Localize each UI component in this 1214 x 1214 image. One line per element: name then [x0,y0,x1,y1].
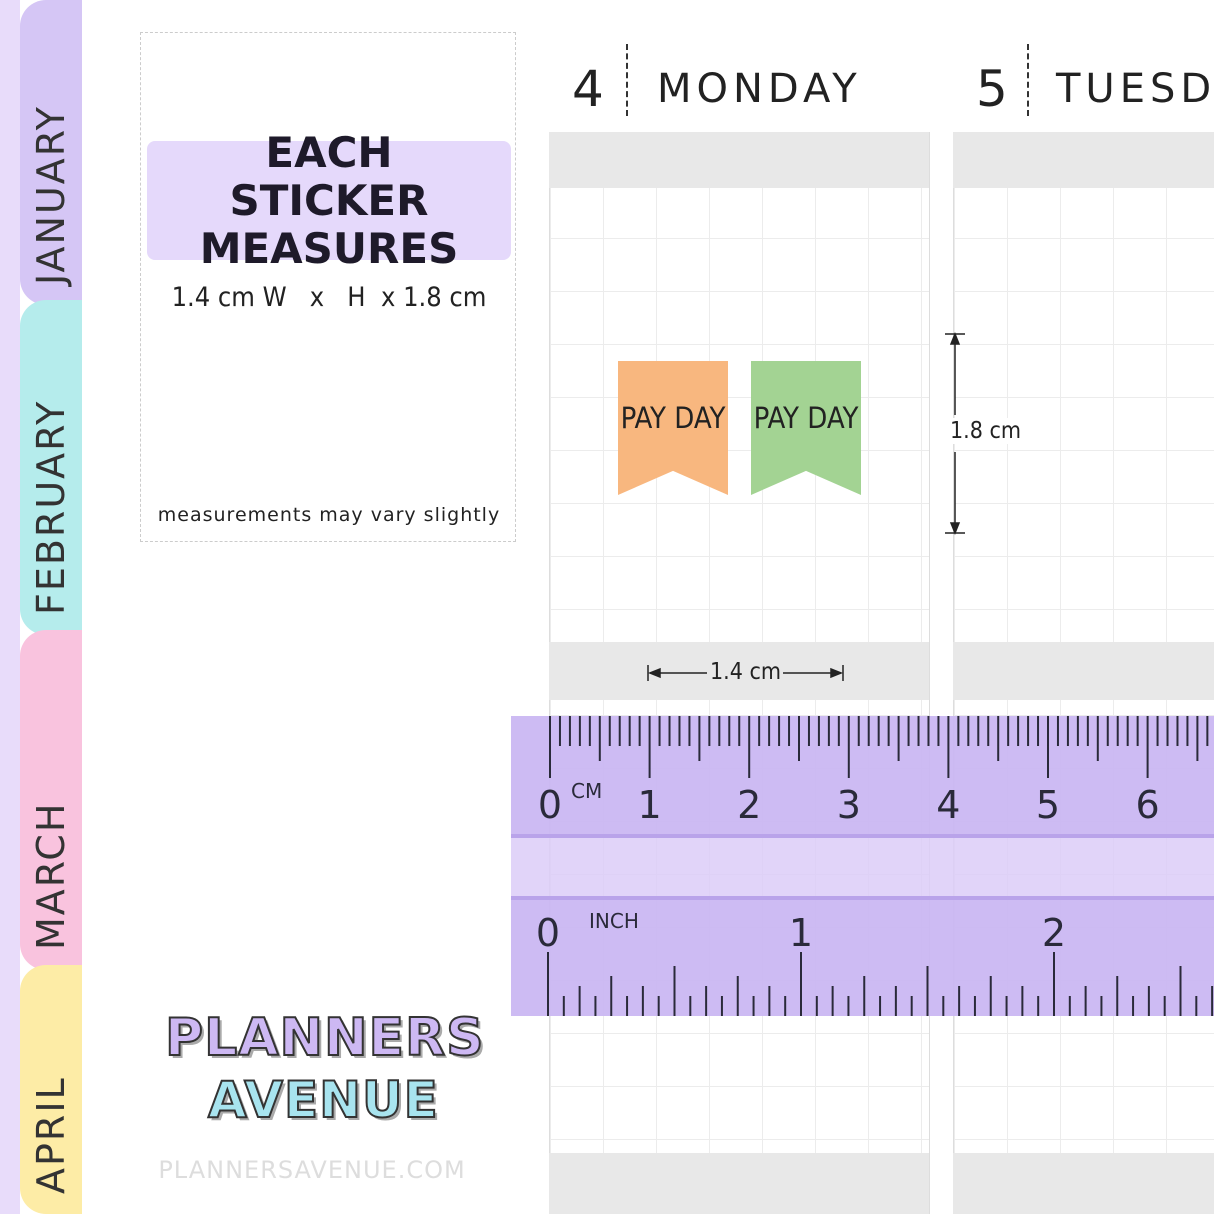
cm-label: 0 [538,783,562,827]
band [953,642,1214,700]
inch-unit: INCH [589,909,639,933]
band [953,1153,1214,1214]
logo-line: PLANNERS [164,1008,485,1068]
info-box [140,32,516,542]
inch-label: 2 [1042,911,1066,955]
cm-unit: CM [571,779,602,803]
day-number: 5 [976,60,1008,118]
header-band [953,132,1214,188]
cm-label: 6 [1136,783,1160,827]
day-name: MONDAY [657,66,862,112]
cm-label: 4 [936,783,960,827]
info-size: 1.4 cm W x H x 1.8 cm [171,282,487,313]
tab: MARCH [20,630,82,970]
logo-line: AVENUE [207,1071,439,1129]
divider [1027,44,1029,116]
cm-label: 3 [837,783,861,827]
inch-label: 1 [789,911,813,955]
width-label: 1.4 cm [710,659,781,685]
info-note: measurements may vary slightly [157,504,501,526]
divider [626,44,628,116]
sticker: PAY DAY [618,361,728,495]
tab: JANUARY [20,0,82,305]
cm-label: 5 [1036,783,1060,827]
day-number: 4 [572,60,604,118]
ruler: 0 1 2 3 4 5 6 CM 0 1 2 INCH [511,716,1214,1016]
cm-label: 2 [737,783,761,827]
tab: APRIL [20,965,82,1214]
height-label: 1.8 cm [950,418,1021,444]
info-title: EACH STICKER MEASURES [147,128,511,272]
header-band [549,132,929,188]
footer: PLANNERSAVENUE.COM [158,1156,466,1184]
tab: FEBRUARY [20,300,82,635]
inch-label: 0 [536,911,560,955]
day-name: TUESDAY [1056,66,1214,112]
tab-strip [0,0,20,1214]
band [549,642,929,700]
band [549,1153,929,1214]
cm-label: 1 [638,783,662,827]
